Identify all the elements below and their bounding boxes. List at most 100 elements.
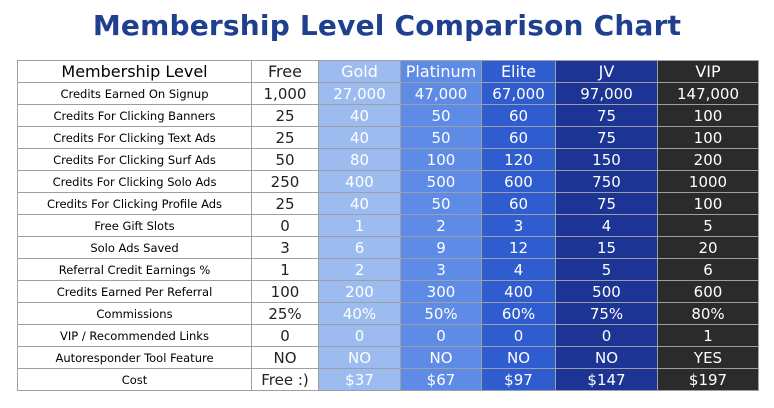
cell-elite: 60%: [481, 302, 556, 325]
cell-jv: NO: [555, 346, 658, 369]
cell-platinum: 9: [400, 236, 482, 259]
row-label: Credits For Clicking Banners: [17, 104, 252, 127]
cell-free: NO: [251, 346, 319, 369]
cell-gold: 80: [318, 148, 401, 171]
cell-elite: 120: [481, 148, 556, 171]
row-label: Referral Credit Earnings %: [17, 258, 252, 281]
cell-elite: 0: [481, 324, 556, 347]
cell-free: 0: [251, 214, 319, 237]
level-header-vip: VIP: [657, 60, 759, 83]
cell-free: 25: [251, 126, 319, 149]
cell-elite: NO: [481, 346, 556, 369]
cell-platinum: 0: [400, 324, 482, 347]
cell-vip: 5: [657, 214, 759, 237]
cell-gold: 40%: [318, 302, 401, 325]
cell-jv: 97,000: [555, 82, 658, 105]
cell-platinum: 50: [400, 126, 482, 149]
cell-vip: 100: [657, 104, 759, 127]
cell-elite: 600: [481, 170, 556, 193]
cell-gold: 40: [318, 126, 401, 149]
cell-free: Free :): [251, 368, 319, 391]
comparison-table: Membership Level Free Gold Platinum Elit…: [17, 60, 759, 391]
cell-gold: 200: [318, 280, 401, 303]
cell-gold: 1: [318, 214, 401, 237]
cell-free: 100: [251, 280, 319, 303]
corner-header: Membership Level: [17, 60, 252, 83]
cell-jv: $147: [555, 368, 658, 391]
cell-free: 1: [251, 258, 319, 281]
cell-free: 1,000: [251, 82, 319, 105]
cell-vip: 1: [657, 324, 759, 347]
level-header-elite: Elite: [481, 60, 556, 83]
table-row: Credits Earned Per Referral 100 200 300 400 5…: [17, 280, 759, 303]
cell-platinum: 50: [400, 192, 482, 215]
cell-vip: 600: [657, 280, 759, 303]
cell-elite: 60: [481, 104, 556, 127]
level-header-free: Free: [251, 60, 319, 83]
row-label: Credits Earned Per Referral: [17, 280, 252, 303]
cell-gold: NO: [318, 346, 401, 369]
table-row: Referral Credit Earnings % 1 2 3 4 5 6: [17, 258, 759, 281]
table-row: Solo Ads Saved 3 6 9 12 15 20: [17, 236, 759, 259]
cell-jv: 0: [555, 324, 658, 347]
cell-jv: 75: [555, 104, 658, 127]
cell-free: 25%: [251, 302, 319, 325]
level-header-jv: JV: [555, 60, 658, 83]
cell-gold: 6: [318, 236, 401, 259]
cell-elite: 67,000: [481, 82, 556, 105]
row-label: Credits For Clicking Text Ads: [17, 126, 252, 149]
table-row: Autoresponder Tool Feature NO NO NO NO NO YES: [17, 346, 759, 369]
row-label: Autoresponder Tool Feature: [17, 346, 252, 369]
cell-platinum: 300: [400, 280, 482, 303]
row-label: Commissions: [17, 302, 252, 325]
cell-gold: 27,000: [318, 82, 401, 105]
cell-elite: 60: [481, 126, 556, 149]
table-row: Commissions 25% 40% 50% 60% 75% 80%: [17, 302, 759, 325]
cell-elite: 3: [481, 214, 556, 237]
cell-vip: YES: [657, 346, 759, 369]
cell-jv: 500: [555, 280, 658, 303]
cell-platinum: 50: [400, 104, 482, 127]
cell-platinum: 47,000: [400, 82, 482, 105]
cell-gold: 2: [318, 258, 401, 281]
cell-free: 0: [251, 324, 319, 347]
cell-vip: 100: [657, 126, 759, 149]
cell-elite: 60: [481, 192, 556, 215]
cell-platinum: 500: [400, 170, 482, 193]
cell-platinum: 2: [400, 214, 482, 237]
cell-gold: 40: [318, 104, 401, 127]
cell-jv: 750: [555, 170, 658, 193]
cell-jv: 75: [555, 126, 658, 149]
cell-platinum: 100: [400, 148, 482, 171]
cell-platinum: 3: [400, 258, 482, 281]
row-label: Credits For Clicking Profile Ads: [17, 192, 252, 215]
header-row: Membership Level Free Gold Platinum Elit…: [17, 60, 759, 83]
cell-jv: 75%: [555, 302, 658, 325]
cell-vip: 200: [657, 148, 759, 171]
row-label: Free Gift Slots: [17, 214, 252, 237]
cell-jv: 75: [555, 192, 658, 215]
cell-vip: 80%: [657, 302, 759, 325]
cell-gold: $37: [318, 368, 401, 391]
cell-vip: 6: [657, 258, 759, 281]
cell-platinum: $67: [400, 368, 482, 391]
cell-vip: $197: [657, 368, 759, 391]
cell-free: 25: [251, 104, 319, 127]
table-row: VIP / Recommended Links 0 0 0 0 0 1: [17, 324, 759, 347]
table-row: Free Gift Slots 0 1 2 3 4 5: [17, 214, 759, 237]
table-row: Credits For Clicking Surf Ads 50 80 100 120 1…: [17, 148, 759, 171]
cell-gold: 0: [318, 324, 401, 347]
cell-jv: 15: [555, 236, 658, 259]
table-body: Credits Earned On Signup 1,000 27,000 47,00…: [17, 82, 759, 391]
cell-gold: 40: [318, 192, 401, 215]
table-row: Credits For Clicking Solo Ads 250 400 500 60…: [17, 170, 759, 193]
cell-vip: 1000: [657, 170, 759, 193]
table-row: Credits Earned On Signup 1,000 27,000 47,00…: [17, 82, 759, 105]
cell-gold: 400: [318, 170, 401, 193]
cell-elite: 400: [481, 280, 556, 303]
cell-jv: 4: [555, 214, 658, 237]
cell-free: 25: [251, 192, 319, 215]
cell-elite: 12: [481, 236, 556, 259]
row-label: Solo Ads Saved: [17, 236, 252, 259]
cell-vip: 100: [657, 192, 759, 215]
